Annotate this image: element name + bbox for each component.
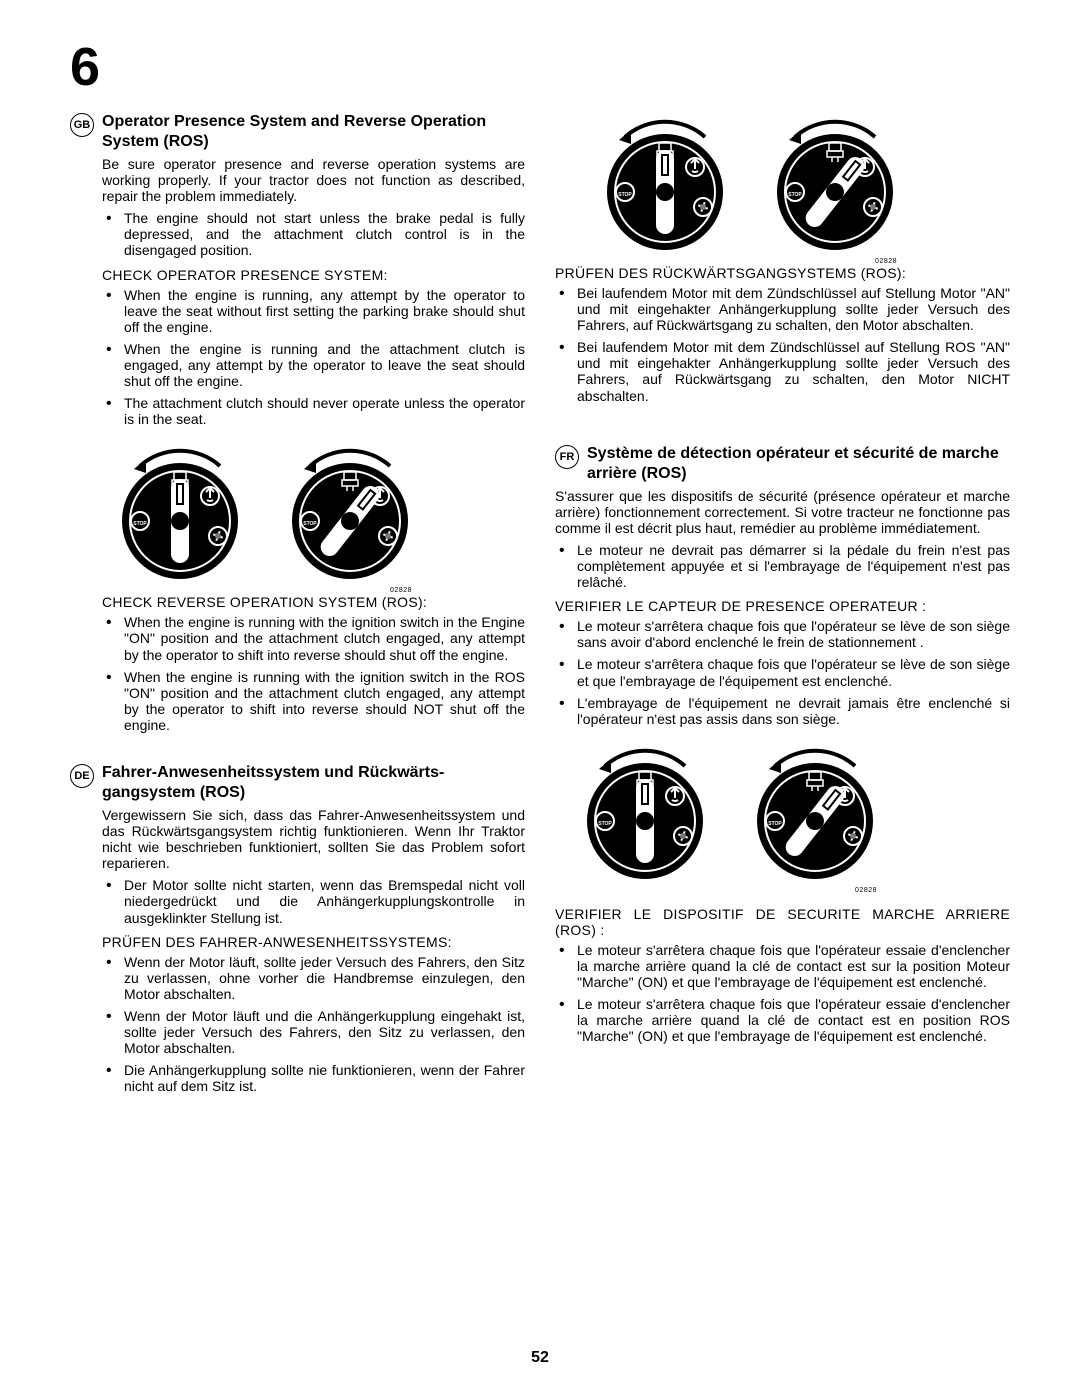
dial-engine-on: STOP [595,112,735,257]
page-number: 52 [0,1349,1080,1367]
heading-row: FR Système de détection opérateur et séc… [555,444,1010,484]
heading-fr: Système de détection opérateur et sécuri… [587,444,1010,484]
svg-text:STOP: STOP [768,821,782,827]
bullet-item: Wenn der Motor läuft, sollte jeder Versu… [102,954,525,1002]
check-label-de-2: PRÜFEN DES RÜCKWÄRTSGANGSYSTEMS (ROS): [555,265,1010,281]
svg-text:STOP: STOP [788,192,802,198]
bullet-item: Bei laufendem Motor mit dem Zündschlüsse… [555,339,1010,403]
bullet-item: L'embrayage de l'équipement ne devrait j… [555,695,1010,727]
intro-fr: S'assurer que les dispositifs de sécurit… [555,488,1010,536]
heading-row: DE Fahrer-Anwesenheitssystem und Rückwär… [70,763,525,803]
figure-number: 02828 [875,258,897,265]
dial-ros-on: STOP [745,741,885,886]
bullets-fr-2: Le moteur s'arrêtera chaque fois que l'o… [555,618,1010,727]
bullet-item: Wenn der Motor läuft und die Anhängerkup… [102,1008,525,1056]
bullets-de-1: Der Motor sollte nicht starten, wenn das… [102,877,525,925]
bullet-item: Der Motor sollte nicht starten, wenn das… [102,877,525,925]
bullets-de-2: Wenn der Motor läuft, sollte jeder Versu… [102,954,525,1095]
left-column: GB Operator Presence System and Reverse … [70,112,525,1116]
bullet-item: When the engine is running and the attac… [102,341,525,389]
dial-figure-fr: STOP [575,741,1010,886]
dial-ros-on: STOP [280,441,420,586]
bullets-de-3: Bei laufendem Motor mit dem Zündschlüsse… [555,285,1010,404]
bullet-item: Le moteur s'arrêtera chaque fois que l'o… [555,656,1010,688]
svg-text:STOP: STOP [618,192,632,198]
section-gb: GB Operator Presence System and Reverse … [70,112,525,733]
dial-ros-on: STOP [765,112,905,257]
check-label-gb-2: CHECK REVERSE OPERATION SYSTEM (ROS): [102,594,525,610]
bullet-item: Le moteur s'arrêtera chaque fois que l'o… [555,618,1010,650]
heading-row: GB Operator Presence System and Reverse … [70,112,525,152]
intro-gb: Be sure operator presence and reverse op… [102,156,525,204]
chapter-number: 6 [70,40,1010,94]
bullet-item: The attachment clutch should never opera… [102,395,525,427]
dial-engine-on: STOP [110,441,250,586]
lang-badge-de: DE [70,764,94,788]
right-column: STOP [555,112,1010,1116]
figure-number: 02828 [855,887,877,894]
bullet-item: When the engine is running, any attempt … [102,287,525,335]
check-label-fr-1: VERIFIER LE CAPTEUR DE PRESENCE OPERATEU… [555,598,1010,614]
section-fr: FR Système de détection opérateur et séc… [555,444,1010,1045]
bullets-fr-3: Le moteur s'arrêtera chaque fois que l'o… [555,942,1010,1045]
bullet-item: The engine should not start unless the b… [102,210,525,258]
dial-engine-on: STOP [575,741,715,886]
bullet-item: Le moteur ne devrait pas démarrer si la … [555,542,1010,590]
intro-de: Vergewissern Sie sich, dass das Fahrer-A… [102,807,525,871]
check-label-de-1: PRÜFEN DES FAHRER-ANWESENHEITSSYSTEMS: [102,934,525,950]
bullet-item: Die Anhängerkupplung sollte nie funktion… [102,1062,525,1094]
dial-figure: STOP [110,441,525,586]
bullets-gb-2: When the engine is running, any attempt … [102,287,525,428]
bullet-item: Le moteur s'arrêtera chaque fois que l'o… [555,942,1010,990]
svg-text:STOP: STOP [303,521,317,527]
heading-gb: Operator Presence System and Reverse Ope… [102,112,525,152]
check-label-gb-1: CHECK OPERATOR PRESENCE SYSTEM: [102,267,525,283]
figure-number: 02828 [390,587,412,594]
check-label-fr-2: VERIFIER LE DISPOSITIF DE SECURITE MARCH… [555,906,1010,938]
bullet-item: When the engine is running with the igni… [102,669,525,733]
lang-badge-fr: FR [555,445,579,469]
section-de: DE Fahrer-Anwesenheitssystem und Rückwär… [70,763,525,1094]
bullet-item: Bei laufendem Motor mit dem Zündschlüsse… [555,285,1010,333]
bullet-item: When the engine is running with the igni… [102,614,525,662]
heading-de: Fahrer-Anwesenheitssystem und Rückwärts­… [102,763,525,803]
dial-figure-de: STOP [595,112,1010,257]
bullets-gb-3: When the engine is running with the igni… [102,614,525,733]
bullets-fr-1: Le moteur ne devrait pas démarrer si la … [555,542,1010,590]
svg-text:STOP: STOP [598,821,612,827]
content-columns: GB Operator Presence System and Reverse … [70,112,1010,1116]
bullets-gb-1: The engine should not start unless the b… [102,210,525,258]
bullet-item: Le moteur s'arrêtera chaque fois que l'o… [555,996,1010,1044]
lang-badge-gb: GB [70,113,94,137]
svg-text:STOP: STOP [133,521,147,527]
